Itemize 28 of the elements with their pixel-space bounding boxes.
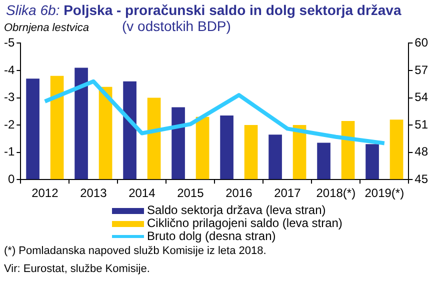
x-tick-label: 2018(*) — [316, 186, 356, 200]
y2-tick-label: 48 — [414, 144, 428, 159]
text: Vir: Eurostat, službe Komisije. — [4, 263, 151, 275]
y2-tick-label: 57 — [414, 62, 428, 77]
y-tick-label: -1 — [4, 144, 15, 159]
y-tick-label: -4 — [4, 62, 15, 77]
y2-tick-label: 54 — [414, 90, 428, 104]
x-tick-label: 2014 — [128, 186, 156, 200]
x-tick-label: 2019(*) — [364, 186, 404, 200]
y-tick-label: -5 — [4, 36, 15, 50]
text: (*) Pomladanska napoved služb Komisije iz leta 2018. — [4, 245, 268, 257]
x-tick-label: 2012 — [32, 186, 59, 200]
x-tick-label: 2017 — [274, 186, 302, 200]
chart-subtitle: (v odstotkih BDP) — [122, 18, 231, 34]
y-axis-title: Obrnjena lestvica — [3, 22, 90, 34]
y2-tick-label: 51 — [414, 117, 428, 132]
legend-label: Ciklično prilagojeni saldo (leva stran) — [147, 216, 342, 230]
x-tick-label: 2015 — [177, 186, 204, 200]
legend-label: Bruto dolg (desna stran) — [147, 229, 276, 243]
y-tick-label: -3 — [4, 90, 15, 104]
chart-title: Slika 6b: Poljska - proračunski saldo in dolg sektorja država — [6, 2, 402, 18]
y-tick-label: -2 — [4, 117, 15, 132]
legend-label: Saldo sektorja država (leva stran) — [147, 203, 326, 217]
y2-tick-label: 45 — [414, 172, 428, 186]
x-tick-label: 2016 — [226, 186, 253, 200]
y-tick-label: 0 — [8, 172, 15, 186]
y2-tick-label: 60 — [414, 36, 428, 50]
x-tick-label: 2013 — [80, 186, 108, 200]
